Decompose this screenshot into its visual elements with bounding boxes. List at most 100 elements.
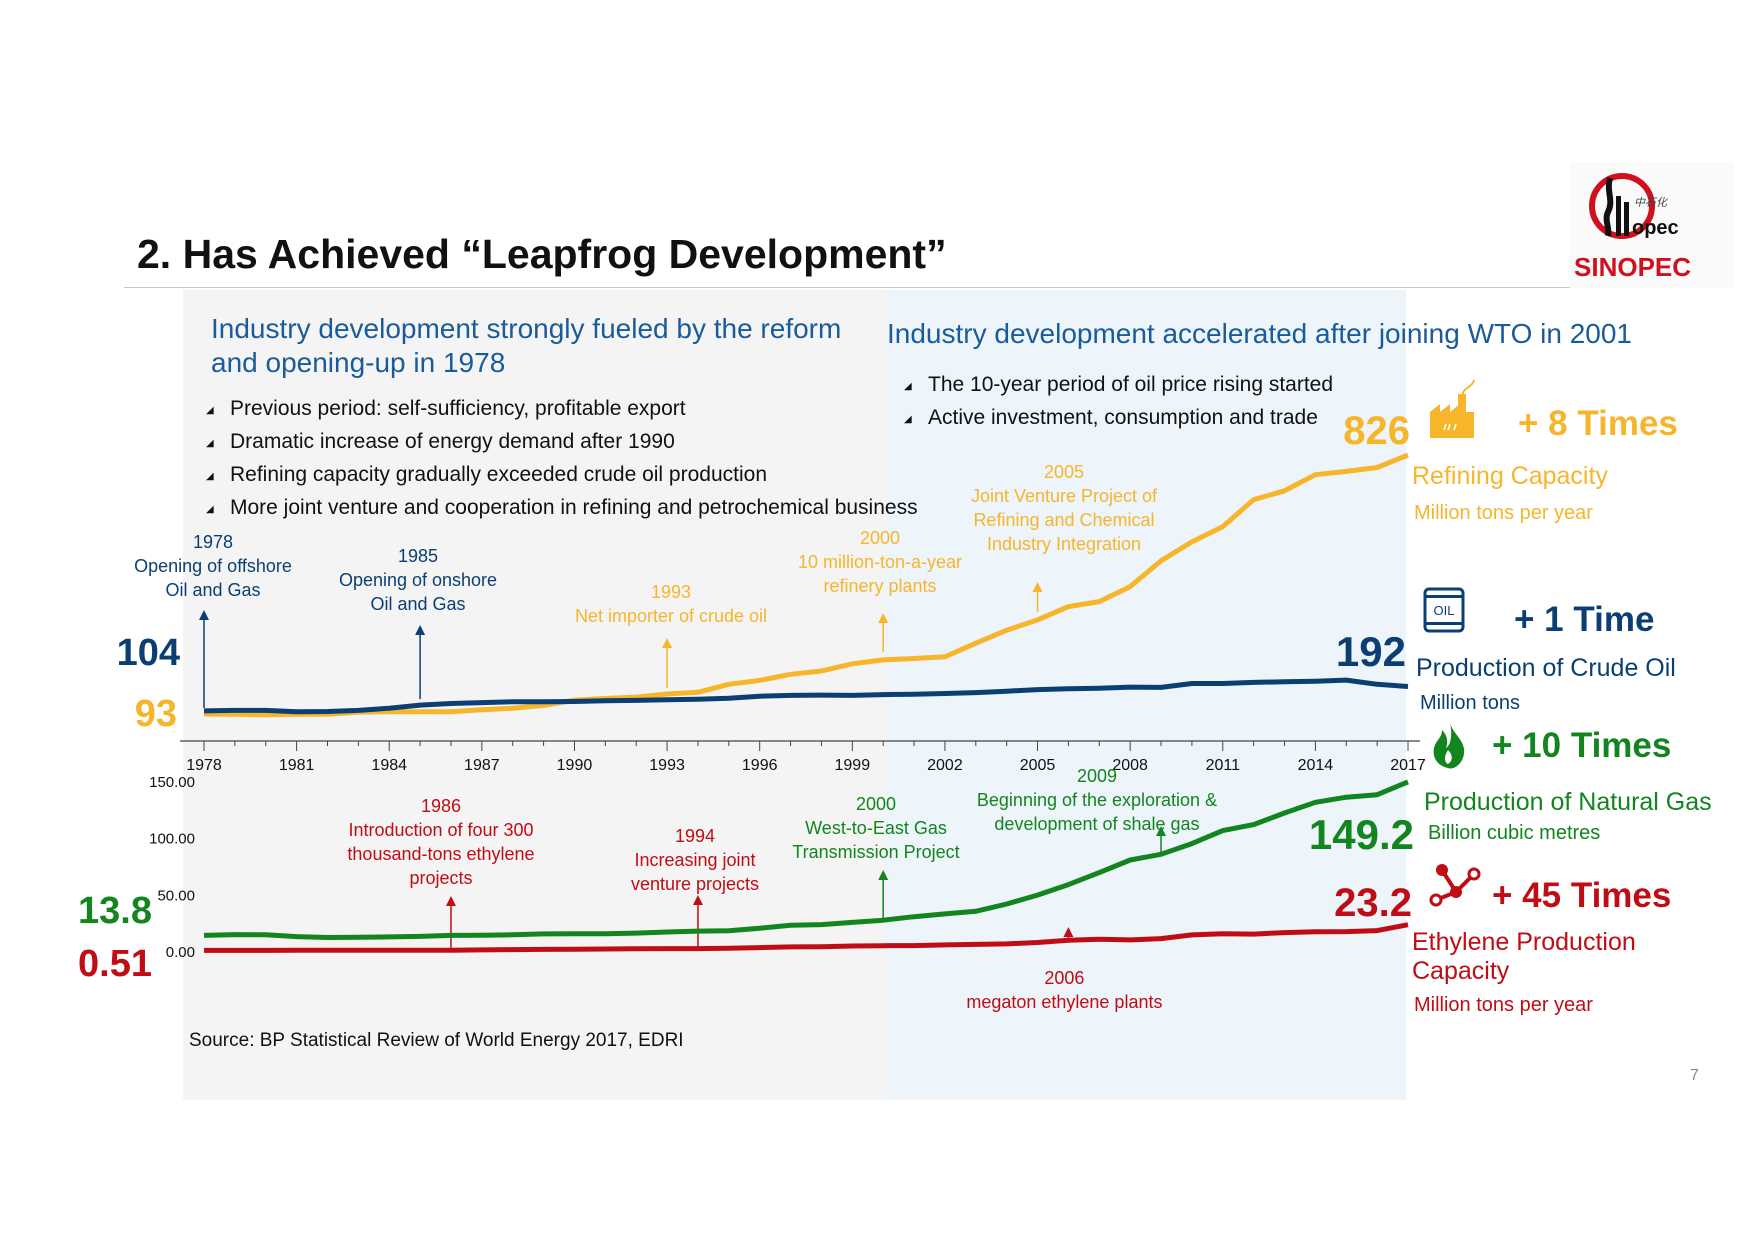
annotation-arrow [662, 638, 673, 648]
annotation-text: Refining and Chemical [973, 510, 1154, 530]
annotation-year: 2005 [1044, 462, 1084, 482]
annotation-text: Increasing joint [634, 850, 755, 870]
annotation-year: 2000 [860, 528, 900, 548]
annotation-arrow [445, 896, 456, 906]
x-tick-label: 2005 [1020, 757, 1056, 774]
end-label-ethylene: 23.2 [1334, 881, 1412, 925]
annotation-text: Beginning of the exploration & [977, 790, 1217, 810]
bullet-item: Active investment, consumption and trade [904, 401, 1333, 434]
oil-icon-text: OIL [1434, 603, 1455, 618]
annotation-arrow [415, 625, 426, 635]
annotation-text: Oil and Gas [165, 580, 260, 600]
metric-unit: Million tons [1420, 692, 1521, 714]
end-label-crude: 192 [1336, 628, 1406, 675]
x-tick-label: 2011 [1206, 757, 1241, 774]
x-tick-label: 1978 [186, 757, 222, 774]
y-tick-label: 0.00 [166, 944, 195, 961]
right-panel-bullets: The 10-year period of oil price rising s… [904, 368, 1333, 434]
annotation-year: 1986 [421, 796, 461, 816]
series-line-ethylene [204, 922, 1409, 953]
bullet-item: Previous period: self-sufficiency, profi… [206, 392, 918, 425]
annotation-arrow [1156, 826, 1167, 836]
y-tick-label: 100.00 [149, 831, 195, 848]
annotation-text: Joint Venture Project of [971, 486, 1158, 506]
oil-barrel-icon: OIL [1423, 587, 1465, 633]
annotation-text: projects [409, 868, 472, 888]
sinopec-logo: opec 中石化 SINOPEC [1570, 162, 1734, 288]
series-line-refining [203, 452, 1409, 718]
annotation-text: development of shale gas [994, 814, 1199, 834]
x-tick-label: 1987 [464, 757, 500, 774]
annotation-arrow [878, 613, 889, 623]
metric-multiplier: + 45 Times [1492, 876, 1672, 915]
page-title: 2. Has Achieved “Leapfrog Development” [137, 231, 947, 277]
y-tick-label: 50.00 [157, 887, 195, 904]
annotation-text: thousand-tons ethylene [347, 844, 534, 864]
annotation-text: Transmission Project [792, 842, 959, 862]
annotation-arrow [878, 870, 889, 880]
metric-unit: Billion cubic metres [1428, 822, 1601, 844]
annotation-text: Oil and Gas [370, 594, 465, 614]
annotation-text: Opening of offshore [134, 556, 292, 576]
annotation-text: megaton ethylene plants [966, 992, 1162, 1012]
metric-unit: Million tons per year [1414, 994, 1593, 1016]
metric-label: Refining Capacity [1412, 462, 1608, 490]
annotation-year: 2006 [1044, 968, 1084, 988]
annotation-year: 1985 [398, 546, 438, 566]
series-line-gas [203, 779, 1409, 940]
page-number: 7 [1690, 1067, 1699, 1084]
bullet-item: More joint venture and cooperation in re… [206, 491, 918, 524]
x-tick-label: 1999 [835, 757, 871, 774]
x-tick-label: 2014 [1298, 757, 1334, 774]
annotation-text: West-to-East Gas [805, 818, 947, 838]
annotation-year: 2000 [856, 794, 896, 814]
annotation-arrow [199, 610, 209, 620]
title-divider [124, 287, 1638, 288]
annotation-year: 2009 [1077, 766, 1117, 786]
annotation-text: Industry Integration [987, 534, 1141, 554]
bullet-item: Dramatic increase of energy demand after… [206, 425, 918, 458]
end-label-gas: 149.2 [1309, 811, 1414, 858]
x-tick-label: 1996 [742, 757, 778, 774]
x-tick-label: 2008 [1112, 757, 1148, 774]
logo-wordmark: SINOPEC [1574, 252, 1692, 282]
annotation-year: 1994 [675, 826, 715, 846]
x-tick-label: 2017 [1390, 757, 1426, 774]
left-panel-heading: Industry development strongly fueled by … [211, 313, 842, 378]
left-panel-bullets: Previous period: self-sufficiency, profi… [206, 392, 918, 524]
annotation-arrow [1032, 582, 1043, 592]
sinopec-emblem-icon: opec 中石化 [1589, 173, 1679, 239]
metric-unit: Million tons per year [1414, 502, 1593, 524]
x-tick-label: 1984 [371, 757, 407, 774]
flame-icon [1433, 722, 1465, 769]
x-tick-label: 2002 [927, 757, 963, 774]
molecule-icon [1429, 864, 1481, 907]
metric-label: Production of Crude Oil [1416, 654, 1676, 682]
annotation-arrow [692, 895, 703, 905]
metric-label: Ethylene Production Capacity [1412, 928, 1636, 985]
metric-multiplier: + 8 Times [1518, 404, 1678, 443]
bullet-item: Refining capacity gradually exceeded cru… [206, 458, 918, 491]
start-label-refining: 93 [135, 693, 177, 735]
annotation-text: Opening of onshore [339, 570, 497, 590]
annotation-year: 1993 [651, 582, 691, 602]
metric-label: Production of Natural Gas [1424, 788, 1712, 816]
x-tick-label: 1993 [649, 757, 685, 774]
right-panel-heading: Industry development accelerated after j… [887, 318, 1633, 349]
annotation-text: Introduction of four 300 [348, 820, 533, 840]
factory-icon [1430, 379, 1475, 438]
start-label-crude: 104 [117, 632, 180, 674]
bullet-item: The 10-year period of oil price rising s… [904, 368, 1333, 401]
start-label-ethylene: 0.51 [78, 943, 152, 985]
svg-text:中石化: 中石化 [1634, 196, 1669, 209]
svg-text:opec: opec [1632, 217, 1679, 239]
annotation-year: 1978 [193, 532, 233, 552]
annotation-arrow [1063, 927, 1074, 937]
end-label-refining: 826 [1343, 409, 1410, 453]
annotation-text: Net importer of crude oil [575, 606, 767, 626]
annotation-text: venture projects [631, 874, 759, 894]
y-tick-label: 150.00 [149, 774, 195, 791]
annotation-text: refinery plants [823, 576, 936, 596]
x-tick-label: 1990 [557, 757, 593, 774]
